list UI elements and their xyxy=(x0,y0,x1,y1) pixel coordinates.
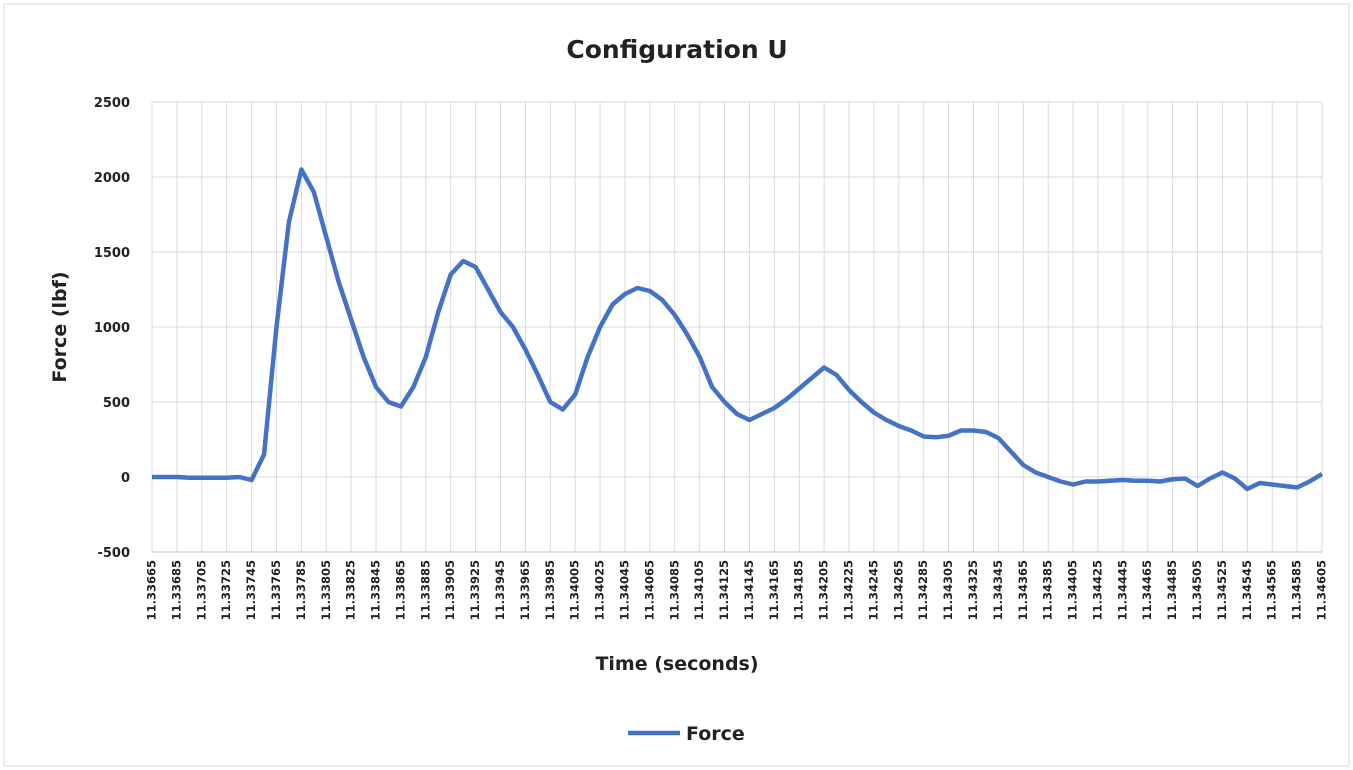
x-tick-label: 11.34305 xyxy=(941,560,955,620)
x-tick-label: 11.33945 xyxy=(493,560,507,620)
x-tick-label: 11.34205 xyxy=(817,560,831,620)
x-tick-label: 11.33965 xyxy=(518,560,532,620)
x-tick-label: 11.34245 xyxy=(866,560,880,620)
x-tick-label: 11.34485 xyxy=(1165,560,1179,620)
x-tick-label: 11.33665 xyxy=(145,560,159,620)
x-tick-label: 11.34345 xyxy=(991,560,1005,620)
x-tick-label: 11.34385 xyxy=(1041,560,1055,620)
x-tick-label: 11.34185 xyxy=(792,560,806,620)
x-tick-label: 11.34145 xyxy=(742,560,756,620)
x-tick-label: 11.34425 xyxy=(1090,560,1104,620)
x-tick-label: 11.33785 xyxy=(294,560,308,620)
x-tick-label: 11.33845 xyxy=(369,560,383,620)
y-tick-label: 1000 xyxy=(94,321,130,336)
y-tick-label: -500 xyxy=(97,546,130,561)
x-tick-label: 11.34465 xyxy=(1140,560,1154,620)
y-tick-label: 0 xyxy=(121,471,130,486)
x-tick-label: 11.34365 xyxy=(1016,560,1030,620)
y-tick-label: 2500 xyxy=(94,96,130,111)
x-tick-label: 11.34405 xyxy=(1066,560,1080,620)
chart-title: Configuration U xyxy=(566,35,787,64)
x-tick-label: 11.33805 xyxy=(319,560,333,620)
x-tick-label: 11.34325 xyxy=(966,560,980,620)
x-tick-label: 11.34165 xyxy=(767,560,781,620)
x-tick-label: 11.33905 xyxy=(443,560,457,620)
data-line xyxy=(152,167,1324,492)
chart-frame xyxy=(3,3,1350,767)
x-tick-label: 11.33685 xyxy=(169,560,183,620)
x-tick-label: 11.33885 xyxy=(418,560,432,620)
x-tick-label: 11.34025 xyxy=(593,560,607,620)
x-tick-label: 11.33985 xyxy=(543,560,557,620)
x-tick-label: 11.34285 xyxy=(916,560,930,620)
x-tick-label: 11.33725 xyxy=(219,560,233,620)
x-axis-title: Time (seconds) xyxy=(595,653,758,675)
x-tick-label: 11.33765 xyxy=(269,560,283,620)
x-tick-label: 11.34105 xyxy=(692,560,706,620)
x-tick-label: 11.34085 xyxy=(667,560,681,620)
x-tick-label: 11.34605 xyxy=(1315,560,1329,620)
legend-label: Force xyxy=(686,723,745,745)
x-tick-label: 11.34225 xyxy=(842,560,856,620)
x-tick-label: 11.34065 xyxy=(642,560,656,620)
y-tick-label: 2000 xyxy=(94,171,130,186)
x-tick-label: 11.33705 xyxy=(194,560,208,620)
x-tick-label: 11.34525 xyxy=(1215,560,1229,620)
x-tick-label: 11.34265 xyxy=(891,560,905,620)
x-tick-label: 11.34585 xyxy=(1290,560,1304,620)
x-tick-label: 11.34545 xyxy=(1240,560,1254,620)
x-tick-label: 11.33745 xyxy=(244,560,258,620)
x-tick-label: 11.33825 xyxy=(344,560,358,620)
x-tick-label: 11.33865 xyxy=(393,560,407,620)
x-tick-label: 11.34445 xyxy=(1115,560,1129,620)
x-tick-label: 11.34005 xyxy=(568,560,582,620)
y-axis-title: Force (lbf) xyxy=(49,271,71,382)
y-tick-label: 1500 xyxy=(94,246,130,261)
y-tick-label: 500 xyxy=(103,396,130,411)
x-tick-label: 11.34505 xyxy=(1190,560,1204,620)
x-tick-label: 11.34565 xyxy=(1265,560,1279,620)
x-tick-label: 11.34125 xyxy=(717,560,731,620)
x-tick-label: 11.34045 xyxy=(617,560,631,620)
x-tick-label: 11.33925 xyxy=(468,560,482,620)
